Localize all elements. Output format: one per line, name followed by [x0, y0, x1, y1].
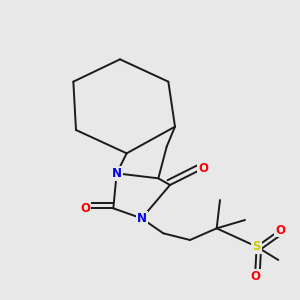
Text: O: O: [250, 270, 260, 283]
Text: N: N: [112, 167, 122, 180]
Text: O: O: [198, 162, 208, 175]
Text: N: N: [137, 212, 147, 225]
Text: S: S: [252, 240, 261, 253]
Text: O: O: [80, 202, 90, 215]
Text: O: O: [275, 224, 285, 236]
